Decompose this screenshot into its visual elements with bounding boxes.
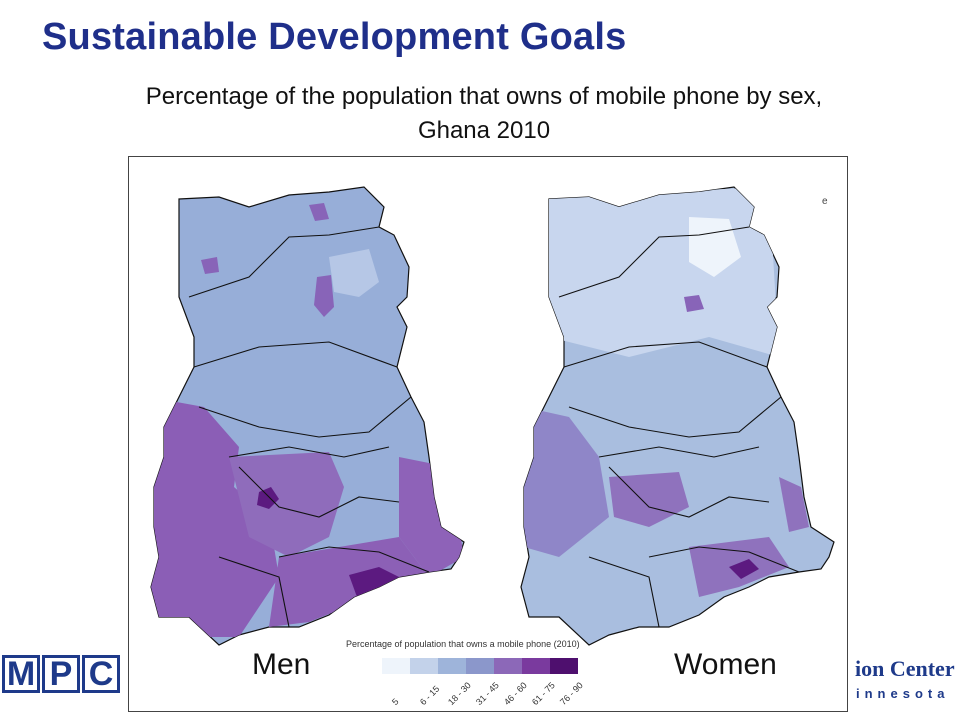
- men-north-top-spot: [309, 203, 329, 221]
- page-title: Sustainable Development Goals: [42, 16, 627, 58]
- subtitle-line-2: Ghana 2010: [417, 117, 551, 144]
- legend-swatch: [522, 658, 550, 674]
- men-region-south-coast: [269, 537, 429, 627]
- legend-tick-label: 18 - 30: [446, 680, 473, 708]
- population-center-logo-line1: ion Center: [855, 656, 955, 681]
- men-region-south-central: [229, 452, 344, 557]
- men-northwest-spot: [201, 257, 219, 274]
- legend-tick-labels: 5 6 - 15 18 - 30 31 - 45 46 - 60 61 - 75 76 - …: [382, 678, 585, 708]
- women-east: [779, 477, 809, 532]
- women-region-southwest: [524, 407, 609, 557]
- men-panel-label: Men: [252, 648, 311, 681]
- legend-tick-label: 46 - 60: [502, 680, 529, 708]
- men-northeast-light: [329, 249, 379, 297]
- legend-swatch: [466, 658, 494, 674]
- men-accra: [349, 567, 399, 597]
- men-region-boundaries: [188, 226, 430, 628]
- men-kumasi: [257, 487, 279, 509]
- legend-swatches: [382, 658, 578, 674]
- legend-tick-label: 61 - 75: [530, 680, 557, 708]
- map-subtitle: Percentage of the population that owns o…: [0, 80, 960, 148]
- women-region-northeast-lightest: [689, 217, 741, 277]
- legend-swatch: [550, 658, 578, 674]
- women-north-spot: [684, 295, 704, 312]
- stray-text: e: [822, 196, 828, 207]
- legend-tick-label: 76 - 90: [558, 680, 585, 708]
- women-region-boundaries: [558, 226, 800, 628]
- men-map: [150, 186, 465, 646]
- men-region-southwest: [151, 397, 279, 637]
- legend-swatch: [382, 658, 410, 674]
- women-region-north-light: [544, 187, 779, 357]
- mpc-logo-letter: M: [2, 655, 40, 693]
- women-region-central: [609, 472, 689, 527]
- women-panel-label: Women: [674, 648, 777, 681]
- women-map: [520, 186, 835, 646]
- men-north-spot: [314, 275, 334, 317]
- legend-swatch: [494, 658, 522, 674]
- mpc-logo-letter: C: [82, 655, 120, 693]
- legend-tick-label: 5: [390, 696, 401, 708]
- map-frame: [128, 156, 848, 712]
- legend-tick-label: 6 - 15: [418, 683, 442, 708]
- legend-tick-label: 31 - 45: [474, 680, 501, 708]
- subtitle-line-1: Percentage of the population that owns o…: [145, 83, 823, 110]
- mpc-logo-letter: P: [42, 655, 80, 693]
- population-center-logo-line2: innesota: [856, 686, 950, 701]
- legend-swatch: [410, 658, 438, 674]
- choropleth-maps: [150, 186, 835, 646]
- legend-swatch: [438, 658, 466, 674]
- women-accra: [729, 559, 759, 579]
- legend-title: Percentage of population that owns a mob…: [346, 639, 580, 649]
